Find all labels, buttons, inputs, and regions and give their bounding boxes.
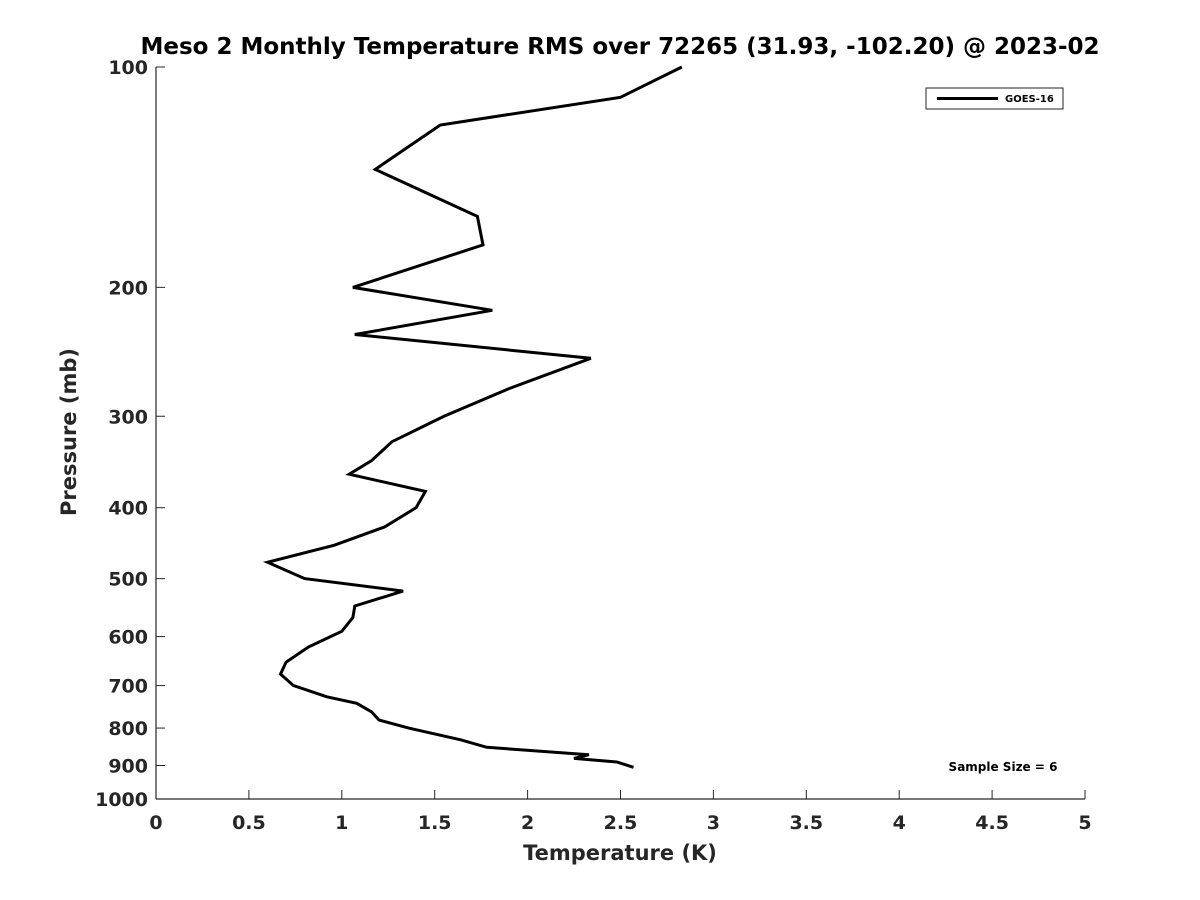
x-tick-label: 1.5 — [418, 812, 452, 834]
x-tick-label: 2 — [521, 812, 534, 834]
x-tick-label: 1 — [335, 812, 348, 834]
series-line-goes-16 — [262, 65, 683, 769]
x-axis-label: Temperature (K) — [523, 841, 717, 865]
x-tick-label: 5 — [1078, 812, 1091, 834]
legend-label: GOES-16 — [1005, 94, 1054, 105]
y-tick-label: 200 — [108, 277, 148, 299]
x-tick-label: 4 — [893, 812, 906, 834]
y-tick-label: 900 — [108, 756, 148, 778]
y-tick-label: 800 — [108, 718, 148, 740]
axes: 0 0.5 1 1.5 2 2.5 3 3.5 4 4.5 5 100 200 300 400 500 600 7… — [95, 57, 1092, 834]
y-tick-label: 400 — [108, 498, 148, 520]
chart-title: Meso 2 Monthly Temperature RMS over 7226… — [140, 34, 1099, 60]
legend: GOES-16 — [925, 87, 1064, 110]
x-tick-label: 0.5 — [232, 812, 266, 834]
x-tick-label: 2.5 — [604, 812, 638, 834]
x-tick-label: 0 — [149, 812, 162, 834]
x-tick-label: 3 — [707, 812, 720, 834]
y-tick-label: 1000 — [95, 789, 148, 811]
x-tick-label: 3.5 — [789, 812, 823, 834]
y-tick-label: 600 — [108, 627, 148, 649]
y-tick-label: 300 — [108, 406, 148, 428]
y-tick-label: 700 — [108, 676, 148, 698]
y-tick-label: 100 — [108, 57, 148, 79]
plot-series — [262, 65, 683, 769]
y-axis-label: Pressure (mb) — [57, 348, 81, 516]
y-tick-label: 500 — [108, 569, 148, 591]
x-tick-label: 4.5 — [975, 812, 1009, 834]
sample-size-annotation: Sample Size = 6 — [949, 760, 1058, 774]
